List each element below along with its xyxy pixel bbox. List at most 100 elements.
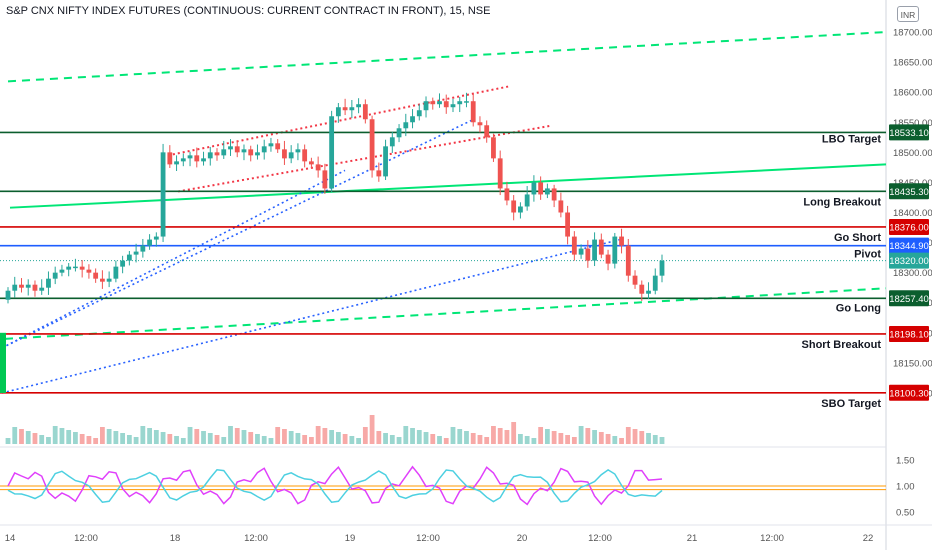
candle-body xyxy=(450,104,456,108)
volume-bar xyxy=(167,434,173,444)
volume-bar xyxy=(538,427,544,444)
time-tick-label: 14 xyxy=(5,533,16,544)
candle-body xyxy=(167,152,173,165)
price-tick-label: 18600.00 xyxy=(893,88,932,99)
time-tick-label: 12:00 xyxy=(416,533,440,544)
currency-badge[interactable]: INR xyxy=(897,6,919,22)
candle-body xyxy=(571,236,577,255)
candle-body xyxy=(437,101,442,105)
volume-bar xyxy=(234,428,240,444)
candle-body xyxy=(126,254,132,261)
indicator-tick-label: 1.50 xyxy=(896,456,915,467)
candle-body xyxy=(153,236,159,240)
candle-body xyxy=(160,152,166,237)
volume-bar xyxy=(598,432,604,444)
session-marker xyxy=(0,332,6,393)
candle-body xyxy=(585,248,591,261)
candle-body xyxy=(619,236,624,246)
candle-body xyxy=(46,278,51,288)
volume-bar xyxy=(207,433,213,444)
volume-bar xyxy=(659,437,665,444)
candle-body xyxy=(207,152,213,159)
candle-body xyxy=(32,284,38,291)
candle-body xyxy=(147,239,152,246)
candle-body xyxy=(410,116,415,123)
volume-bar xyxy=(52,426,58,444)
volume-bar xyxy=(349,436,355,444)
volume-bar xyxy=(430,434,436,444)
volume-bar xyxy=(147,428,152,444)
candle-body xyxy=(646,290,651,294)
candle-body xyxy=(511,200,517,213)
level-price-tag-text: 18100.30 xyxy=(889,388,929,399)
volume-bar xyxy=(551,431,557,444)
candle-body xyxy=(282,149,287,159)
volume-bar xyxy=(39,435,45,444)
candle-body xyxy=(5,290,11,300)
volume-bar xyxy=(86,436,92,444)
level-price-tag-text: 18533.10 xyxy=(889,128,929,139)
candle-body xyxy=(518,206,523,213)
candle-body xyxy=(369,119,375,171)
level-label: Go Long xyxy=(836,302,881,314)
blue-ray-3 xyxy=(1,238,621,394)
volume-bar xyxy=(410,428,415,444)
volume-bar xyxy=(578,426,584,444)
volume-bar xyxy=(46,437,51,444)
volume-bar xyxy=(214,435,220,444)
price-tick-label: 18300.00 xyxy=(893,268,932,279)
level-label: Short Breakout xyxy=(802,339,882,351)
price-tick-label: 18150.00 xyxy=(893,358,932,369)
candle-body xyxy=(335,107,341,117)
candle-body xyxy=(66,266,72,270)
volume-bar xyxy=(646,433,651,444)
volume-bar xyxy=(592,430,597,444)
indicator-line-pink xyxy=(7,465,663,506)
lower-dashed-trendline xyxy=(4,287,887,340)
candle-body xyxy=(484,125,490,138)
volume-bar xyxy=(585,428,591,444)
volume-bar xyxy=(497,428,503,444)
volume-bar xyxy=(113,431,119,444)
time-tick-label: 18 xyxy=(170,533,181,544)
candle-body xyxy=(288,152,294,159)
volume-bar xyxy=(544,429,550,444)
candle-body xyxy=(228,146,233,150)
candle-body xyxy=(578,248,584,255)
volume-bar xyxy=(484,437,490,444)
volume-bar xyxy=(396,437,402,444)
candle-body xyxy=(544,188,550,195)
volume-bar xyxy=(376,431,382,444)
volume-bar xyxy=(389,435,395,444)
volume-bar xyxy=(619,438,624,444)
price-tick-label: 18550.00 xyxy=(893,118,932,129)
volume-bar xyxy=(180,438,186,444)
volume-bar xyxy=(106,429,112,444)
volume-bar xyxy=(443,438,449,444)
volume-bar xyxy=(228,426,233,444)
volume-bar xyxy=(221,437,227,444)
indicator-tick-label: 0.50 xyxy=(896,508,915,519)
red-channel-upper xyxy=(167,85,511,157)
time-tick-label: 12:00 xyxy=(74,533,98,544)
volume-bar xyxy=(194,429,200,444)
volume-bar xyxy=(632,429,638,444)
candle-body xyxy=(659,260,665,276)
candle-body xyxy=(531,182,537,195)
volume-bar xyxy=(5,438,11,444)
candle-body xyxy=(201,158,206,162)
candle-body xyxy=(86,269,92,273)
level-price-tag xyxy=(889,290,929,307)
level-price-tag xyxy=(889,384,929,401)
level-price-tag-text: 18198.10 xyxy=(889,329,929,340)
volume-bar xyxy=(241,430,247,444)
volume-bar xyxy=(383,433,388,444)
candle-body xyxy=(524,194,530,207)
volume-bar xyxy=(309,437,314,444)
candle-body xyxy=(342,107,348,111)
candle-body xyxy=(565,212,571,237)
level-price-tag-text: 18435.30 xyxy=(889,187,929,198)
volume-bar xyxy=(93,438,99,444)
candle-body xyxy=(639,284,645,294)
